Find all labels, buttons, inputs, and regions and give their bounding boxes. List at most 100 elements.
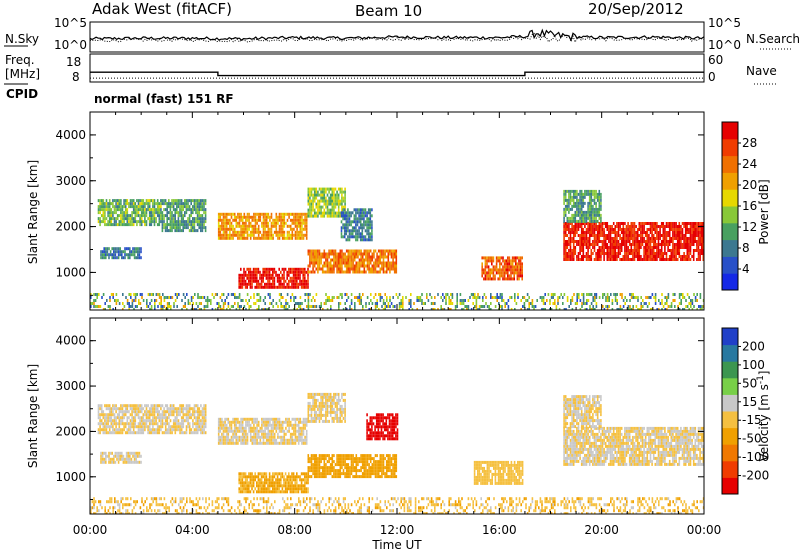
- range-cell: [267, 270, 269, 274]
- range-cell: [474, 293, 476, 296]
- range-cell: [130, 293, 132, 296]
- range-cell: [286, 230, 289, 234]
- range-cell: [93, 293, 95, 296]
- range-cell: [259, 215, 262, 219]
- range-cell: [593, 228, 596, 231]
- range-cell: [627, 255, 629, 258]
- range-cell: [91, 302, 94, 305]
- range-cell: [250, 296, 252, 299]
- range-cell: [305, 224, 308, 228]
- range-cell: [317, 214, 319, 218]
- range-cell: [256, 230, 258, 234]
- range-cell: [127, 457, 129, 461]
- range-cell: [635, 255, 637, 258]
- range-cell: [519, 262, 522, 266]
- range-cell: [595, 219, 597, 223]
- range-cell: [196, 425, 199, 429]
- range-cell: [644, 231, 647, 234]
- range-cell: [161, 214, 164, 218]
- range-cell: [152, 404, 154, 408]
- range-cell: [238, 285, 240, 289]
- range-cell: [124, 205, 127, 209]
- range-cell: [193, 416, 196, 420]
- range-cell: [155, 299, 158, 302]
- range-cell: [105, 457, 107, 461]
- range-cell: [329, 267, 332, 271]
- range-cell: [134, 419, 137, 423]
- range-cell: [629, 293, 631, 296]
- range-cell: [667, 240, 669, 243]
- range-cell: [276, 279, 279, 283]
- range-cell: [342, 258, 345, 262]
- range-cell: [649, 225, 652, 228]
- range-cell: [179, 404, 181, 408]
- range-cell: [354, 305, 356, 308]
- range-cell: [513, 256, 515, 260]
- range-cell: [166, 296, 169, 299]
- range-cell: [196, 407, 199, 411]
- range-cell: [670, 258, 673, 261]
- range-cell: [672, 249, 674, 252]
- range-cell: [232, 293, 234, 296]
- range-cell: [153, 223, 156, 227]
- range-cell: [491, 277, 493, 281]
- range-cell: [204, 226, 207, 230]
- range-cell: [326, 208, 329, 212]
- range-cell: [614, 252, 617, 255]
- range-cell: [150, 217, 153, 221]
- range-cell: [153, 202, 156, 206]
- range-cell: [495, 271, 498, 275]
- range-cell: [182, 407, 185, 411]
- range-cell: [101, 460, 104, 464]
- range-cell: [483, 256, 485, 260]
- range-cell: [576, 195, 578, 199]
- range-cell: [200, 422, 202, 426]
- range-cell: [125, 253, 128, 257]
- range-cell: [192, 223, 194, 227]
- range-cell: [200, 229, 202, 233]
- range-cell: [233, 227, 236, 231]
- range-cell: [550, 296, 553, 299]
- range-cell: [315, 261, 318, 265]
- range-cell: [369, 258, 372, 262]
- range-cell: [554, 293, 556, 296]
- range-cell: [318, 249, 321, 253]
- range-cell: [341, 205, 343, 209]
- range-cell: [166, 404, 169, 408]
- range-cell: [112, 199, 114, 203]
- range-cell: [264, 224, 266, 228]
- range-cell: [111, 457, 113, 461]
- range-cell: [675, 234, 677, 237]
- range-cell: [347, 270, 350, 274]
- range-cell: [625, 237, 628, 240]
- range-cell: [171, 211, 173, 215]
- range-cell: [503, 262, 506, 266]
- range-cell: [571, 255, 573, 258]
- range-cell: [302, 212, 305, 216]
- range-cell: [233, 212, 236, 216]
- range-cell: [624, 228, 626, 231]
- range-cell: [281, 230, 284, 234]
- range-cell: [672, 293, 674, 296]
- range-cell: [132, 208, 135, 212]
- range-cell: [283, 224, 286, 228]
- range-cell: [638, 246, 641, 249]
- range-cell: [656, 231, 658, 234]
- range-cell: [106, 299, 108, 302]
- range-cell: [410, 293, 412, 296]
- range-cell: [579, 243, 581, 246]
- range-cell: [331, 208, 334, 212]
- range-cell: [160, 428, 162, 432]
- range-cell: [381, 255, 383, 259]
- range-cell: [686, 252, 689, 255]
- range-cell: [666, 299, 668, 302]
- range-cell: [133, 253, 136, 257]
- range-cell: [179, 199, 181, 203]
- range-cell: [105, 416, 108, 420]
- range-cell: [500, 256, 503, 260]
- range-cell: [530, 302, 532, 305]
- range-cell: [169, 229, 172, 233]
- range-cell: [354, 296, 356, 299]
- range-cell: [126, 199, 129, 203]
- range-cell: [511, 271, 514, 275]
